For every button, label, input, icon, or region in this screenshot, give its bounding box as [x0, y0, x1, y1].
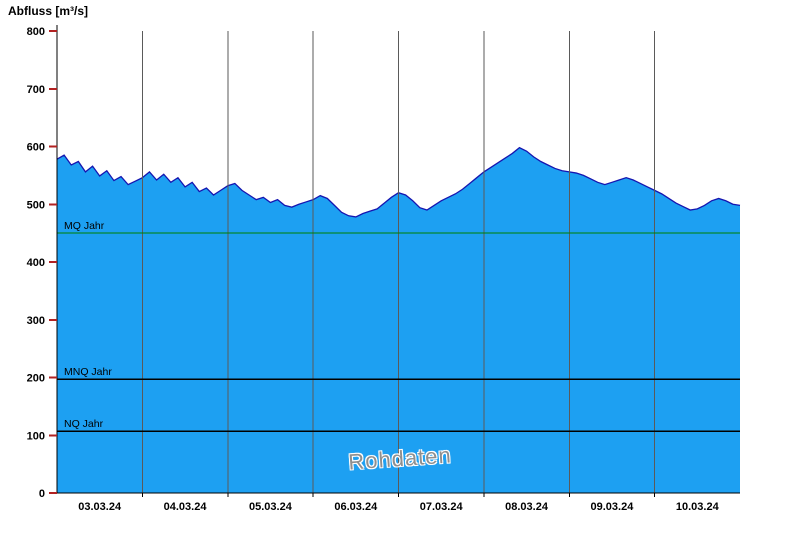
y-tick-label: 800	[27, 26, 45, 38]
y-tick-label: 300	[27, 315, 45, 327]
y-tick-label: 100	[27, 430, 45, 442]
x-tick-label: 08.03.24	[505, 501, 549, 513]
x-tick-label: 04.03.24	[164, 501, 208, 513]
x-tick-label: 06.03.24	[334, 501, 378, 513]
x-tick-label: 09.03.24	[591, 501, 635, 513]
y-tick-label: 200	[27, 373, 45, 385]
x-tick-label: 03.03.24	[78, 501, 122, 513]
chart-title: Abfluss [m³/s]	[8, 4, 89, 18]
x-tick-label: 07.03.24	[420, 501, 464, 513]
y-tick-label: 400	[27, 257, 45, 269]
y-tick-label: 600	[27, 142, 45, 154]
y-tick-label: 700	[27, 84, 45, 96]
mq-reference-label: MQ Jahr	[64, 220, 105, 232]
mnq-reference-label: MNQ Jahr	[64, 366, 112, 378]
x-tick-label: 05.03.24	[249, 501, 293, 513]
y-tick-label: 500	[27, 199, 45, 211]
x-tick-label: 10.03.24	[676, 501, 720, 513]
nq-reference-label: NQ Jahr	[64, 418, 104, 430]
y-tick-label: 0	[39, 488, 45, 500]
